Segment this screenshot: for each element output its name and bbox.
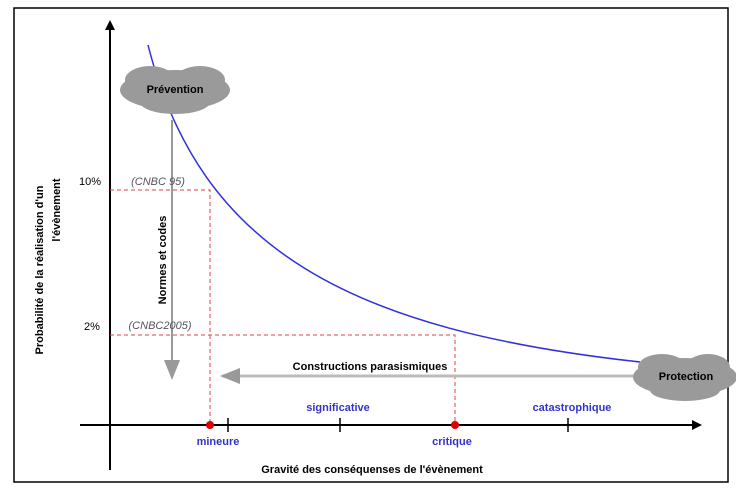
cloud-label: Prévention [147,84,204,96]
reference-line [110,189,211,425]
point [206,421,214,429]
level-code: (CNBC 95) [131,176,185,188]
y-axis-label: l'évènement [51,178,63,241]
severity-zone: significative [306,402,370,414]
cloud [120,66,230,114]
frame [13,7,729,483]
point [451,421,459,429]
cloud-label: Protection [659,371,714,383]
axis-ticks [227,418,569,432]
level-percent: 10% [79,176,101,188]
arrow-label: Normes et codes [157,216,169,305]
level-code: (CNBC2005) [129,320,192,332]
y-axis-label: Probabilité de la réalisation d'un [34,185,46,354]
risk-curve [147,44,641,363]
severity-point: critique [432,436,472,448]
level-percent: 2% [84,321,100,333]
cloud [633,354,736,401]
severity-zone: catastrophique [533,402,612,414]
reference-line [110,334,456,425]
severity-point: mineure [197,436,240,448]
arrow-label: Constructions parasismiques [293,361,448,373]
x-axis-label: Gravité des conséquenses de l'évènement [261,464,483,476]
